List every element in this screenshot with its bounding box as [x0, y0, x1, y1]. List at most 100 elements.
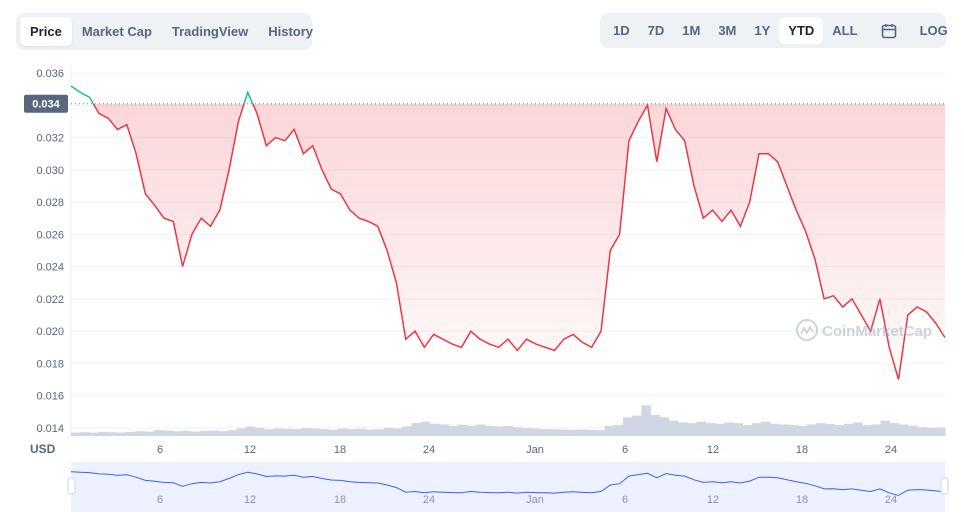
volume-bar: [273, 428, 283, 436]
navigator-x-axis: 6 12 18 24 Jan 6 12 18 24: [157, 494, 897, 506]
volume-bars: [71, 405, 946, 436]
volume-bar: [181, 430, 191, 436]
volume-bar: [917, 427, 927, 436]
volume-bar: [365, 429, 375, 436]
volume-bar: [448, 425, 458, 436]
volume-bar: [540, 429, 550, 436]
x-tick-label: Jan: [526, 444, 544, 456]
volume-bar: [724, 422, 734, 436]
y-tick-label: 0.016: [36, 391, 64, 403]
range-ytd-button[interactable]: YTD: [779, 17, 824, 44]
range-all-button[interactable]: ALL: [832, 23, 858, 38]
range-1d-button[interactable]: 1D: [613, 23, 630, 38]
x-tick-label: 18: [796, 444, 808, 456]
volume-bar: [650, 414, 661, 436]
volume-bar: [236, 428, 247, 436]
navigator-tick-label: 18: [796, 494, 808, 506]
coinmarketcap-watermark: CoinMarketCap: [796, 319, 932, 341]
range-3m-button[interactable]: 3M: [718, 23, 737, 38]
volume-bar: [669, 420, 679, 436]
range-7d-button[interactable]: 7D: [647, 23, 665, 38]
volume-bar: [899, 424, 909, 436]
x-tick-label: 6: [622, 444, 628, 456]
y-tick-label: 0.030: [36, 165, 64, 177]
calendar-icon[interactable]: [881, 17, 897, 44]
volume-bar: [466, 425, 477, 436]
volume-bar: [475, 424, 486, 436]
log-scale-button[interactable]: LOG: [919, 23, 948, 38]
x-tick-label: 12: [244, 444, 256, 456]
volume-bar: [402, 426, 412, 436]
volume-bar: [457, 424, 467, 436]
volume-bar: [512, 427, 523, 436]
y-tick-label: 0.024: [36, 262, 64, 274]
volume-bar: [558, 429, 569, 436]
volume-bar: [862, 425, 872, 436]
volume-bar: [761, 421, 771, 436]
y-tick-label: 0.020: [36, 326, 64, 338]
navigator-left-handle[interactable]: [67, 477, 76, 495]
reference-price-badge: 0.034: [24, 94, 68, 113]
navigator-tick-label: 12: [707, 494, 719, 506]
volume-bar: [301, 428, 311, 436]
navigator-right-handle[interactable]: [940, 477, 949, 495]
volume-bar: [126, 431, 136, 436]
volume-bar: [291, 429, 302, 436]
volume-bar: [199, 430, 210, 436]
volume-bar: [89, 432, 99, 436]
volume-bar: [678, 422, 688, 436]
svg-text:CoinMarketCap: CoinMarketCap: [822, 323, 932, 340]
y-tick-label: 0.032: [36, 133, 64, 145]
volume-bar: [687, 423, 697, 436]
volume-bar: [328, 429, 339, 436]
volume-bar: [98, 431, 109, 436]
tab-market-cap[interactable]: Market Cap: [81, 24, 152, 39]
volume-bar: [843, 423, 854, 436]
x-tick-label: 6: [157, 444, 163, 456]
navigator-tick-label: 24: [885, 494, 897, 506]
volume-bar: [531, 428, 541, 436]
navigator-tick-label: 18: [334, 494, 346, 506]
volume-bar: [218, 431, 228, 436]
x-tick-label: 24: [885, 444, 897, 456]
volume-bar: [227, 430, 237, 436]
y-tick-label: 0.014: [36, 423, 64, 435]
volume-bar: [190, 431, 201, 436]
volume-bar: [880, 420, 891, 436]
tab-history[interactable]: History: [268, 24, 314, 39]
tab-price[interactable]: Price: [20, 17, 72, 46]
svg-text:0.034: 0.034: [32, 99, 60, 111]
volume-bar: [926, 427, 937, 436]
range-1y-button[interactable]: 1Y: [754, 23, 771, 38]
volume-bar: [889, 423, 900, 436]
volume-bar: [337, 428, 348, 436]
x-tick-label: 12: [707, 444, 719, 456]
volume-bar: [245, 426, 256, 436]
navigator-tick-label: Jan: [526, 494, 544, 506]
volume-bar: [356, 428, 366, 436]
time-range-selector: 1D 7D 1M 3M 1Y YTD ALL LOG: [600, 13, 948, 48]
y-tick-label: 0.036: [36, 68, 64, 80]
volume-bar: [696, 421, 707, 436]
x-tick-label: 18: [334, 444, 346, 456]
volume-bar: [107, 432, 118, 436]
volume-bar: [742, 425, 753, 436]
volume-bar: [117, 432, 127, 436]
y-tick-label: 0.026: [36, 229, 64, 241]
volume-bar: [310, 428, 320, 436]
volume-bar: [797, 425, 808, 436]
y-tick-label: 0.028: [36, 197, 64, 209]
volume-bar: [751, 423, 762, 436]
volume-bar: [420, 421, 431, 436]
volume-bar: [153, 429, 164, 436]
volume-bar: [641, 405, 651, 436]
volume-bar: [825, 424, 835, 436]
y-axis: 0.0360.0340.0320.0300.0280.0260.0240.022…: [36, 68, 64, 435]
volume-bar: [503, 425, 513, 436]
range-1m-button[interactable]: 1M: [682, 23, 701, 38]
volume-bar: [659, 417, 670, 436]
x-axis: 6 12 18 24 Jan 6 12 18 24: [157, 444, 897, 456]
volume-bar: [383, 427, 394, 436]
coinmarketcap-logo-icon: [796, 319, 818, 341]
tab-tradingview[interactable]: TradingView: [171, 24, 249, 39]
